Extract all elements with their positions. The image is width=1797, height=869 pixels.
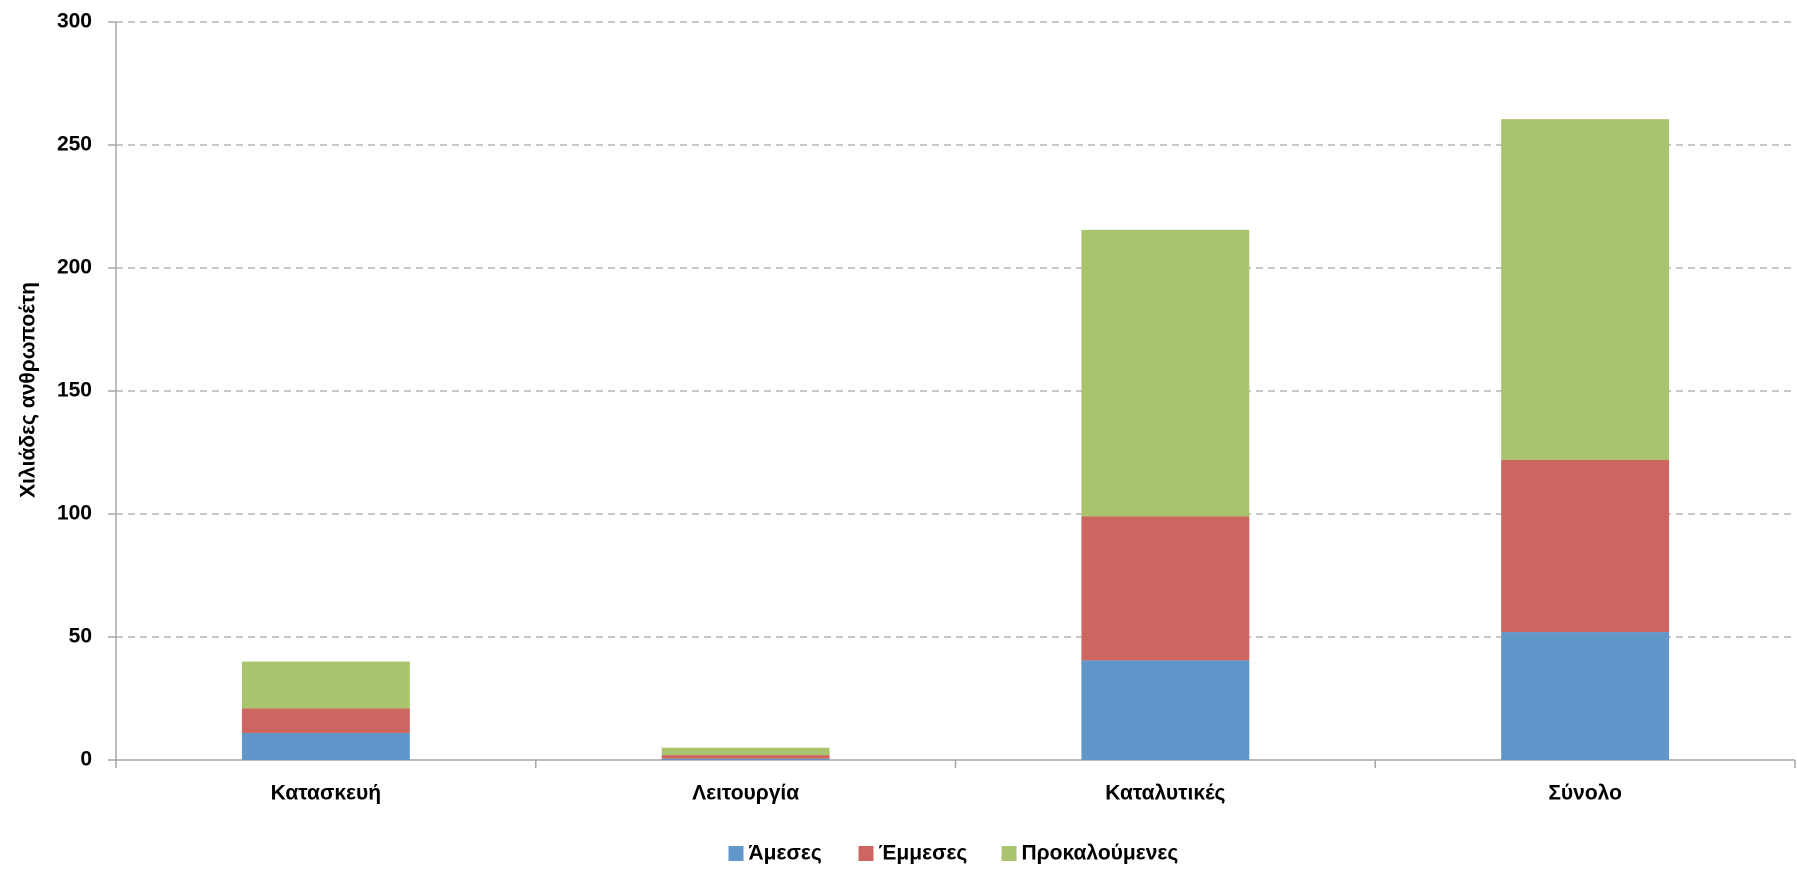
x-tick-label: Κατασκευή — [271, 782, 381, 805]
bar-segment — [1501, 119, 1670, 460]
x-tick-label: Σύνολο — [1548, 782, 1622, 805]
y-tick-label: 100 — [57, 502, 92, 525]
y-axis-title: Χιλιάδες ανθρωποέτη — [17, 282, 40, 498]
y-tick-label: 50 — [69, 625, 92, 648]
legend-label: Προκαλούμενες — [1022, 842, 1179, 865]
bar-segment — [1501, 459, 1670, 633]
x-tick-label: Καταλυτικές — [1105, 782, 1225, 805]
bar-segment — [661, 747, 830, 756]
bar-segment — [1081, 516, 1250, 661]
y-tick-label: 250 — [57, 133, 92, 156]
bar-segment — [241, 732, 410, 760]
legend-label: Έμμεσες — [879, 842, 968, 865]
bar-segment — [1081, 660, 1250, 760]
y-tick-label: 0 — [80, 748, 92, 771]
y-tick-label: 200 — [57, 256, 92, 279]
legend-swatch — [858, 846, 874, 861]
bar-segment — [1081, 229, 1250, 517]
bar-segment — [241, 708, 410, 733]
legend-swatch — [1001, 846, 1017, 861]
x-tick-label: Λειτουργία — [692, 782, 799, 805]
y-tick-label: 150 — [57, 379, 92, 402]
bar-segment — [1501, 632, 1670, 760]
bar-segment — [661, 758, 830, 760]
bar-segment — [241, 661, 410, 709]
legend-label: Άμεσες — [749, 842, 822, 865]
y-tick-label: 300 — [57, 10, 92, 33]
bar-segment — [661, 755, 830, 759]
legend-swatch — [728, 846, 744, 861]
